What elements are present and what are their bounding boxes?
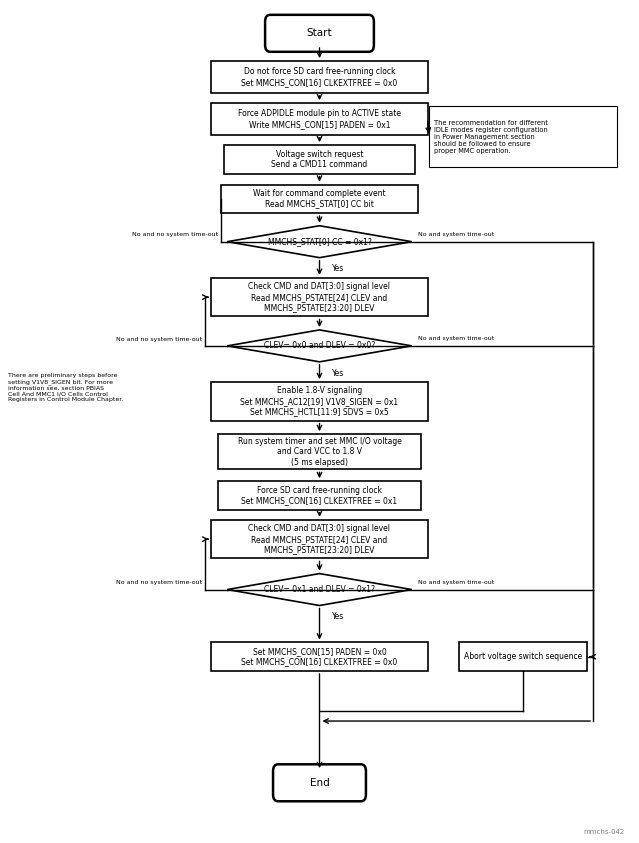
Text: Abort voltage switch sequence: Abort voltage switch sequence <box>464 652 582 661</box>
Text: Start: Start <box>307 29 332 38</box>
Bar <box>212 61 427 93</box>
Text: Force ADPIDLE module pin to ACTIVE state
Write MMCHS_CON[15] PADEN = 0x1: Force ADPIDLE module pin to ACTIVE state… <box>238 110 401 129</box>
FancyBboxPatch shape <box>273 765 366 802</box>
Text: Voltage switch request
Send a CMD11 command: Voltage switch request Send a CMD11 comm… <box>272 150 367 169</box>
Text: Force SD card free-running clock
Set MMCHS_CON[16] CLKEXTFREE = 0x1: Force SD card free-running clock Set MMC… <box>242 486 397 505</box>
Text: CLEV= 0x0 and DLEV = 0x0?: CLEV= 0x0 and DLEV = 0x0? <box>264 341 375 351</box>
Text: No and no system time-out: No and no system time-out <box>116 336 202 341</box>
Text: Do not force SD card free-running clock
Set MMCHS_CON[16] CLKEXTFREE = 0x0: Do not force SD card free-running clock … <box>242 67 397 87</box>
Text: CLEV= 0x1 and DLEV = 0x1?: CLEV= 0x1 and DLEV = 0x1? <box>264 585 375 594</box>
Text: No and system time-out: No and system time-out <box>418 579 495 584</box>
Bar <box>212 103 427 135</box>
Text: There are preliminary steps before
setting V1V8_SIGEN bit. For more
information : There are preliminary steps before setti… <box>8 373 123 402</box>
Text: Yes: Yes <box>332 612 344 621</box>
Text: Enable 1.8-V signaling
Set MMCHS_AC12[19] V1V8_SIGEN = 0x1
Set MMCHS_HCTL[11:9] : Enable 1.8-V signaling Set MMCHS_AC12[19… <box>240 386 399 416</box>
Bar <box>218 481 421 510</box>
Polygon shape <box>227 330 412 362</box>
Polygon shape <box>227 226 412 258</box>
Bar <box>221 185 418 213</box>
Text: No and system time-out: No and system time-out <box>418 232 495 237</box>
Text: Wait for command complete event
Read MMCHS_STAT[0] CC bit: Wait for command complete event Read MMC… <box>253 189 386 208</box>
Bar <box>429 106 617 167</box>
Bar <box>212 520 427 558</box>
Bar <box>212 278 427 316</box>
Text: Check CMD and DAT[3:0] signal level
Read MMCHS_PSTATE[24] CLEV and
MMCHS_PSTATE[: Check CMD and DAT[3:0] signal level Read… <box>249 524 390 554</box>
Text: The recommendation for different
IDLE modes register configuration
in Power Mana: The recommendation for different IDLE mo… <box>434 120 548 153</box>
Text: Check CMD and DAT[3:0] signal level
Read MMCHS_PSTATE[24] CLEV and
MMCHS_PSTATE[: Check CMD and DAT[3:0] signal level Read… <box>249 282 390 312</box>
Polygon shape <box>227 573 412 605</box>
Text: Yes: Yes <box>332 368 344 378</box>
Bar <box>218 434 421 470</box>
Text: Yes: Yes <box>332 265 344 273</box>
Text: mmchs-042: mmchs-042 <box>583 829 625 835</box>
Text: No and no system time-out: No and no system time-out <box>132 233 218 238</box>
Text: No and system time-out: No and system time-out <box>418 336 495 341</box>
FancyBboxPatch shape <box>265 15 374 51</box>
Bar <box>224 145 415 174</box>
Text: Set MMCHS_CON[15] PADEN = 0x0
Set MMCHS_CON[16] CLKEXTFREE = 0x0: Set MMCHS_CON[15] PADEN = 0x0 Set MMCHS_… <box>242 647 397 667</box>
Bar <box>459 642 587 671</box>
Text: Run system timer and set MMC I/O voltage
and Card VCC to 1.8 V
(5 ms elapsed): Run system timer and set MMC I/O voltage… <box>238 437 401 467</box>
Text: MMCHS_STAT[0] CC = 0x1?: MMCHS_STAT[0] CC = 0x1? <box>268 237 371 246</box>
Text: End: End <box>310 778 329 788</box>
Bar <box>212 642 427 671</box>
Bar <box>212 382 427 421</box>
Text: No and no system time-out: No and no system time-out <box>116 580 202 585</box>
